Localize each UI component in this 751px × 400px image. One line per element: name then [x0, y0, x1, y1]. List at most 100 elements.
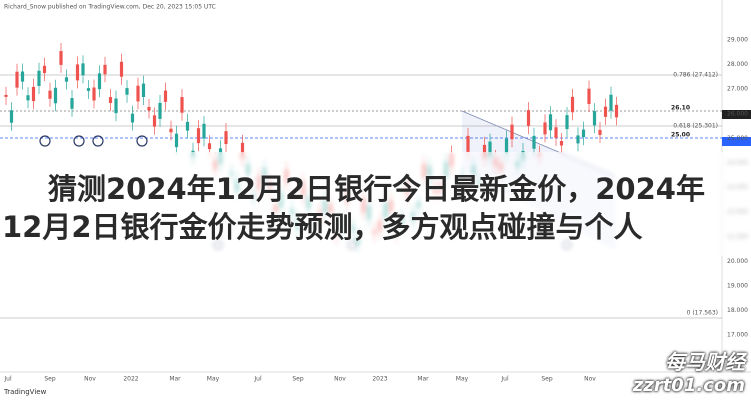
price-label: 29.000 — [727, 37, 748, 44]
candle-body — [570, 96, 575, 113]
candle-body — [163, 90, 168, 102]
time-label: 2022 — [123, 376, 138, 383]
marker — [136, 135, 148, 147]
candle-body — [119, 61, 124, 77]
candle-body — [75, 64, 80, 81]
candle-body — [9, 110, 14, 123]
time-label: Mar — [417, 376, 429, 383]
candle-body — [224, 131, 228, 145]
candle-body — [240, 142, 245, 159]
candle-body — [554, 127, 558, 138]
candle-body — [152, 115, 157, 127]
price-label: 26.000 — [727, 110, 748, 117]
candle-body — [59, 51, 63, 65]
price-label: 25.000 — [727, 135, 748, 142]
time-label: May — [456, 376, 469, 383]
candle-body — [26, 95, 30, 101]
price-label: 17.000 — [727, 332, 748, 339]
candle-body — [141, 83, 146, 98]
time-label: Nov — [84, 376, 96, 383]
time-label: Sep — [292, 376, 304, 383]
candle-body — [207, 143, 212, 150]
candle-body — [603, 106, 608, 117]
candle-body — [108, 97, 113, 103]
candle-body — [180, 97, 184, 113]
title-line: 猜测2024年12月2日银行今日最新金价，2024年 — [48, 172, 705, 206]
candle-body — [92, 87, 96, 101]
candle-body — [103, 64, 107, 75]
price-label: 27.000 — [727, 86, 748, 93]
candle-body — [482, 144, 487, 159]
fib-label: 0.786 (27.412) — [673, 72, 718, 79]
price-label: 18.000 — [727, 307, 748, 314]
time-label: 2023 — [372, 376, 387, 383]
time-label: Jul — [500, 376, 509, 383]
time-label: Jul — [253, 376, 262, 383]
candle-body — [70, 98, 74, 109]
candle-body — [543, 122, 547, 135]
candle-body — [581, 129, 586, 138]
candle-body — [42, 65, 47, 74]
fib-label: 0.618 (25.301) — [673, 123, 718, 130]
price-box — [722, 137, 751, 146]
candle-body — [488, 141, 492, 158]
candle-body — [130, 113, 135, 123]
fib-label: 0 (17.563) — [687, 310, 718, 317]
candle-body — [31, 86, 36, 102]
logo: TradingView — [3, 388, 47, 396]
candle-body — [466, 135, 470, 152]
candle-body — [598, 129, 602, 135]
title-band — [0, 152, 751, 256]
source: Richard_Snow published on TradingView.co… — [4, 4, 216, 11]
candle-body — [64, 77, 69, 82]
level-label: 25.00 — [671, 132, 690, 139]
candle-body — [174, 133, 179, 148]
candle-body — [532, 135, 536, 149]
price-box — [722, 110, 751, 119]
watermark: 每马财经 zzrt01.com — [633, 346, 745, 396]
candle-body — [548, 114, 553, 131]
candle-body — [504, 138, 509, 154]
candle-body — [559, 141, 564, 146]
time-label: May — [207, 376, 220, 383]
candle-body — [147, 106, 151, 111]
candle-body — [114, 98, 118, 114]
candle-body — [81, 63, 85, 76]
marker — [92, 135, 104, 147]
candle-body — [97, 73, 102, 90]
level-label: 26.10 — [671, 105, 690, 112]
watermark-url: zzrt01.com — [632, 375, 745, 396]
candle-body — [48, 90, 52, 99]
marker — [39, 135, 51, 147]
candle-body — [53, 87, 58, 104]
candle-body — [614, 104, 619, 118]
candle-body — [15, 71, 19, 88]
candle-body — [37, 70, 41, 86]
candle-body — [587, 88, 591, 104]
candle-body — [169, 128, 173, 133]
time-label: Jul — [3, 376, 12, 383]
marker — [73, 135, 85, 147]
candle-body — [565, 115, 569, 130]
candle-body — [576, 135, 580, 144]
candle-body — [196, 128, 201, 144]
candle-body — [136, 85, 140, 102]
time-label: Sep — [44, 376, 56, 383]
candle-body — [158, 102, 162, 119]
candle-body — [526, 110, 531, 126]
candle-body — [202, 123, 206, 139]
candle-body — [4, 94, 8, 97]
time-label: Nov — [334, 376, 346, 383]
time-label: Nov — [584, 376, 596, 383]
watermark-brand: 每马财经 — [665, 350, 745, 374]
time-label: Mar — [169, 376, 181, 383]
candle-body — [510, 124, 514, 140]
candle-body — [185, 121, 190, 131]
candle-body — [86, 88, 91, 91]
candle-body — [592, 111, 597, 126]
price-label: 28.000 — [727, 61, 748, 68]
candle-body — [20, 71, 25, 82]
time-label: Sep — [541, 376, 553, 383]
price-label: 19.000 — [727, 283, 748, 290]
